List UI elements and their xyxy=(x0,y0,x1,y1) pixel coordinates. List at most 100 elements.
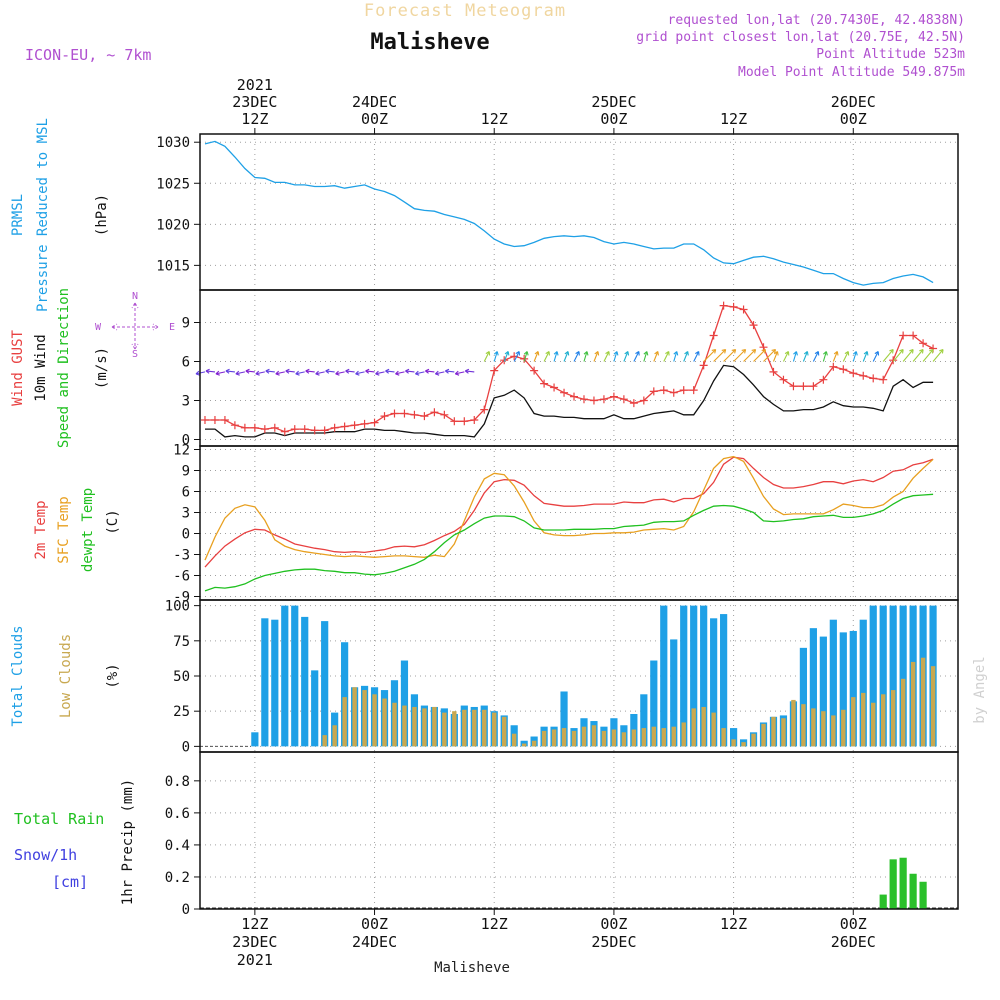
wind-direction-arrow xyxy=(345,370,355,373)
wind-direction-arrowhead xyxy=(654,351,659,356)
y-tick-label: 3 xyxy=(182,506,190,522)
wind-direction-arrow xyxy=(832,351,838,362)
low-clouds-label: Low Clouds xyxy=(58,634,74,718)
wind-direction-arrow xyxy=(513,351,520,362)
x-tick-label-top: 26DEC xyxy=(831,93,876,111)
y-tick-label: 1025 xyxy=(156,176,190,192)
wind-direction-arrowhead xyxy=(939,348,944,354)
low-cloud-bar xyxy=(551,729,557,747)
total-cloud-bar xyxy=(680,605,688,747)
total-cloud-bar xyxy=(271,619,279,747)
total-cloud-bar xyxy=(251,732,259,747)
panel-frame xyxy=(199,445,959,601)
gust-marker xyxy=(300,425,309,434)
gust-marker xyxy=(689,386,698,395)
total-cloud-bar xyxy=(291,605,299,747)
low-cloud-bar xyxy=(601,730,607,747)
wind-direction-arrowhead xyxy=(523,351,529,356)
wind-direction-arrow xyxy=(663,351,670,362)
watermark: by Angel xyxy=(972,656,988,723)
compass-east: E xyxy=(169,322,175,333)
temp-2m-line xyxy=(204,456,934,568)
gust-marker xyxy=(799,382,808,391)
gust-marker xyxy=(579,395,588,404)
wind-direction-arrow xyxy=(365,370,375,373)
wind-direction-arrowhead xyxy=(454,370,460,376)
low-cloud-bar xyxy=(880,694,886,747)
total-cloud-bar xyxy=(301,616,309,747)
gust-marker xyxy=(829,362,838,371)
wind-direction-arrowhead xyxy=(325,368,330,374)
gust-marker xyxy=(849,369,858,378)
gust-marker xyxy=(450,417,459,426)
wind-direction-arrowhead xyxy=(833,351,839,356)
low-cloud-bar xyxy=(412,706,417,747)
wind-direction-arrow xyxy=(285,370,295,373)
low-cloud-bar xyxy=(641,728,647,747)
gust-marker xyxy=(919,339,928,348)
gust-marker xyxy=(210,416,219,424)
wind-direction-arrowhead xyxy=(684,351,689,356)
gust-marker xyxy=(270,423,279,432)
low-cloud-bar xyxy=(890,690,896,747)
gust-marker xyxy=(340,422,349,431)
low-cloud-bar xyxy=(721,728,726,747)
gust-marker xyxy=(260,425,269,434)
low-cloud-bar xyxy=(741,742,746,747)
wind-direction-arrow xyxy=(235,371,246,375)
wind-direction-arrow xyxy=(415,371,425,375)
wind-direction-arrow xyxy=(912,349,924,362)
wind-direction-arrowhead xyxy=(643,351,649,356)
gust-marker xyxy=(550,383,559,392)
y-tick-label: 9 xyxy=(182,464,190,480)
wind-direction-arrowhead xyxy=(919,348,924,354)
gust-marker xyxy=(699,361,708,370)
total-cloud-bar xyxy=(889,605,897,747)
wind-unit: (m/s) xyxy=(94,347,110,389)
x-tick-label-bottom: 2021 xyxy=(237,951,273,969)
wind-direction-arrowhead xyxy=(731,348,737,354)
snow-unit-label: [cm] xyxy=(52,873,88,891)
gust-marker xyxy=(490,366,499,375)
gust-marker xyxy=(839,365,848,374)
wind-direction-arrow xyxy=(533,351,539,362)
wind-direction-arrow xyxy=(523,351,528,362)
total-cloud-bar xyxy=(560,691,568,747)
y-tick-label: 3 xyxy=(182,394,190,410)
low-cloud-bar xyxy=(342,697,347,747)
gust-marker xyxy=(909,331,918,340)
total-cloud-bar xyxy=(839,632,847,747)
wind-direction-arrowhead xyxy=(385,368,390,374)
grid-layer xyxy=(200,134,958,910)
wind-direction-arrow xyxy=(812,351,819,362)
wind-direction-arrowhead xyxy=(635,351,640,356)
total-cloud-bar xyxy=(670,639,678,747)
total-cloud-bar xyxy=(799,647,808,747)
wind-direction-arrowhead xyxy=(345,368,350,374)
wind-direction-arrow xyxy=(603,351,610,362)
wind-direction-arrow xyxy=(653,351,659,362)
gust-marker xyxy=(240,423,249,432)
low-cloud-bar xyxy=(900,678,906,747)
total-cloud-bar xyxy=(311,670,319,747)
frame-layer: 10151020102510300369-9-6-303691202550751… xyxy=(156,76,959,969)
wind-direction-arrow xyxy=(713,349,727,362)
wind-direction-arrow xyxy=(822,351,827,362)
low-cloud-bar xyxy=(492,712,497,747)
wind-direction-arrowhead xyxy=(803,351,809,356)
y-tick-label: 50 xyxy=(173,669,190,685)
wind-direction-arrowhead xyxy=(771,348,777,354)
x-tick-label-top: 00Z xyxy=(840,110,867,128)
y-tick-label: 12 xyxy=(173,443,190,459)
total-cloud-bar xyxy=(879,605,887,747)
x-tick-label-bottom: 12Z xyxy=(720,915,747,933)
gust-marker xyxy=(859,371,868,380)
y-tick-label: 0.8 xyxy=(165,774,190,790)
gust-marker xyxy=(629,399,638,408)
gust-marker xyxy=(679,386,688,395)
wind-direction-arrowhead xyxy=(444,368,450,374)
wind-direction-arrowhead xyxy=(205,368,210,374)
requested-coords: requested lon,lat (20.7430E, 42.4838N) xyxy=(668,13,965,28)
marks-layer xyxy=(195,140,958,909)
